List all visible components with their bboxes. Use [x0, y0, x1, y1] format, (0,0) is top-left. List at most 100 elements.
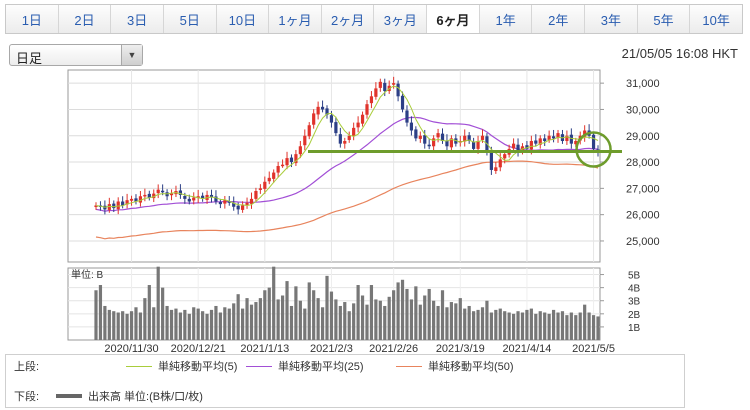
candle-body	[289, 157, 294, 163]
volume-bar	[267, 287, 271, 340]
tab-3[interactable]: 5日	[164, 5, 217, 33]
volume-bar	[538, 311, 542, 340]
volume-bar	[227, 308, 231, 340]
candle-body	[449, 138, 453, 148]
volume-unit-label: 単位: B	[71, 268, 104, 281]
tab-11[interactable]: 3年	[585, 5, 638, 33]
tab-13[interactable]: 10年	[702, 12, 730, 28]
candle-body	[307, 125, 311, 137]
tab-12[interactable]: 5年	[638, 5, 691, 33]
candle-body	[480, 135, 485, 140]
volume-bar	[409, 299, 414, 340]
ma50-line	[95, 160, 599, 240]
tab-5[interactable]: 1ヶ月	[269, 5, 322, 33]
candle-body	[511, 143, 516, 149]
volume-bar	[400, 279, 405, 340]
candle-body	[272, 172, 276, 179]
candle-body	[112, 203, 116, 209]
tab-9[interactable]: 1年	[480, 5, 533, 33]
legend-volume-label: 出来高 単位:(B株/口/枚)	[88, 391, 203, 403]
volume-bar	[565, 315, 569, 340]
volume-bar	[241, 308, 245, 340]
candle-body	[192, 197, 196, 201]
candle-body	[396, 83, 400, 97]
volume-bar	[494, 309, 498, 340]
volume-bar	[520, 312, 525, 340]
candle-body	[236, 205, 240, 210]
volume-bar	[103, 305, 107, 340]
volume-bar	[556, 312, 560, 340]
last-updated-timestamp: 21/05/05 16:08 HKT	[621, 46, 738, 61]
tab-7[interactable]: 3ヶ月	[374, 5, 428, 33]
candle-body	[529, 141, 533, 150]
volume-bar	[369, 285, 374, 340]
volume-bar	[161, 287, 165, 340]
price-tick-label: 31,000	[626, 78, 660, 90]
tab-8[interactable]: 6ヶ月	[427, 5, 480, 33]
volume-bar	[169, 309, 174, 340]
volume-bar	[98, 285, 103, 340]
candle-body	[267, 177, 271, 182]
volume-bar	[223, 307, 227, 340]
candle-body	[547, 135, 551, 140]
candle-body	[503, 154, 507, 159]
volume-bar	[307, 282, 311, 340]
volume-bar	[387, 296, 391, 340]
candle-body	[298, 146, 302, 155]
legend-upper-label: 上段:	[14, 361, 40, 373]
volume-bar	[205, 313, 209, 340]
candle-body	[378, 81, 382, 88]
candle-body	[152, 193, 156, 199]
candle-body	[94, 205, 98, 208]
volume-bar	[125, 313, 129, 340]
volume-bar	[143, 298, 147, 340]
volume-bar	[436, 305, 440, 340]
volume-bar	[112, 311, 116, 340]
tab-4[interactable]: 10日	[217, 5, 270, 33]
candle-body	[156, 189, 160, 194]
stock-chart: 25,000 26,000 27,000 28,000 29,000 30,000 31,0…	[67, 69, 660, 354]
tab-1[interactable]: 2日	[59, 5, 112, 33]
candle-body	[254, 190, 258, 199]
volume-bar	[467, 305, 471, 340]
candle-body	[249, 198, 254, 204]
candle-body	[489, 151, 493, 170]
volume-bar	[458, 298, 462, 340]
candle-body	[325, 108, 329, 115]
chevron-down-icon[interactable]: ▼	[121, 45, 142, 65]
tab-0[interactable]: 1日	[6, 5, 59, 33]
price-tick-label: 25,000	[626, 236, 660, 248]
candle-body	[538, 138, 542, 145]
volume-bar	[591, 315, 596, 340]
volume-bar	[276, 299, 280, 340]
volume-bar	[463, 308, 467, 340]
candle-body	[214, 196, 218, 202]
volume-bar	[489, 312, 493, 340]
candle-body	[525, 145, 529, 149]
volume-bar	[529, 308, 533, 340]
tab-10[interactable]: 2年	[532, 5, 586, 33]
candle-body	[569, 134, 573, 144]
legend-ma25-swatch	[246, 365, 272, 367]
volume-bar	[192, 307, 196, 340]
candle-body	[147, 193, 151, 198]
candle-body	[409, 122, 414, 131]
candle-body	[320, 106, 325, 110]
candle-body	[498, 159, 502, 168]
candle-body	[343, 141, 347, 144]
candle-body	[169, 193, 174, 196]
candle-body	[472, 142, 476, 149]
volume-bar	[245, 298, 249, 340]
tab-2[interactable]: 3日	[111, 5, 164, 33]
tab-6[interactable]: 2ヶ月	[322, 5, 375, 33]
candle-body	[494, 167, 498, 171]
volume-bar	[138, 312, 143, 340]
volume-bar	[578, 312, 582, 340]
ma5-line	[95, 85, 599, 208]
volume-bar	[392, 290, 396, 340]
volume-bar	[405, 288, 409, 340]
candle-body	[534, 140, 538, 144]
volume-bar	[476, 309, 480, 340]
candle-interval-select[interactable]: 日足 ▼	[9, 44, 143, 66]
volume-tick-label: 1B	[628, 323, 641, 334]
